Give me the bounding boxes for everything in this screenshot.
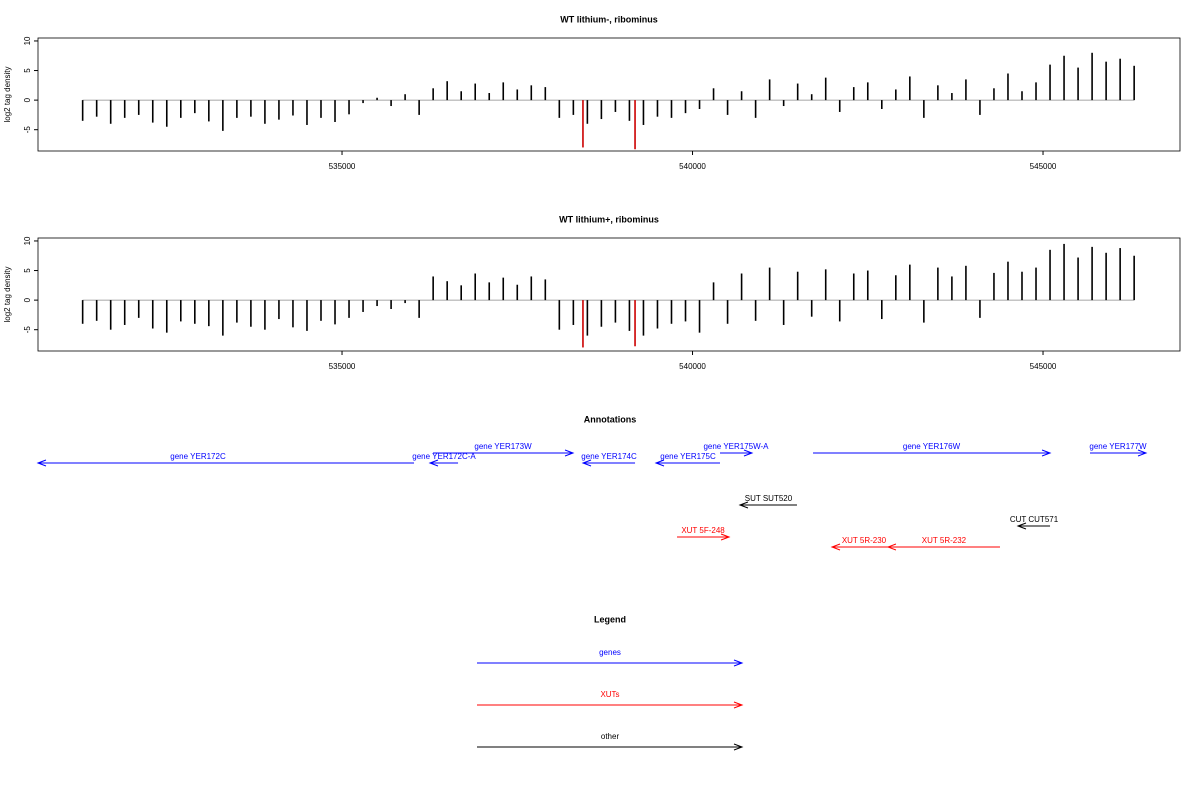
- annotation-arrow-head: [738, 501, 749, 509]
- legend-arrow-head: [733, 701, 744, 709]
- annotation-label: gene YER177W: [1089, 442, 1147, 451]
- annotation-label: XUT 5R-232: [922, 536, 967, 545]
- legend-arrow-head: [733, 659, 744, 667]
- annotation-label: gene YER175C: [660, 452, 716, 461]
- annotation-label: gene YER174C: [581, 452, 637, 461]
- annotation-label: XUT 5F-248: [681, 526, 725, 535]
- annotation-label: XUT 5R-230: [842, 536, 887, 545]
- annotation-arrow-head: [1016, 522, 1027, 530]
- annotation-arrow-head: [581, 459, 592, 467]
- annotation-arrow-head: [886, 543, 897, 551]
- annotation-arrow-head: [1137, 449, 1148, 457]
- legend-label: genes: [599, 648, 621, 657]
- x-tick-label: 535000: [329, 162, 356, 171]
- y-tick-label: 10: [23, 236, 32, 245]
- x-tick-label: 540000: [679, 362, 706, 371]
- y-tick-label: -5: [23, 326, 32, 334]
- y-tick-label: 5: [23, 268, 32, 273]
- annotations-title: Annotations: [584, 414, 637, 424]
- chart-title: WT lithium+, ribominus: [559, 214, 659, 224]
- legend-arrow-head: [733, 743, 744, 751]
- x-tick-label: 545000: [1030, 362, 1057, 371]
- legend-label: XUTs: [600, 690, 619, 699]
- annotation-arrow-head: [654, 459, 665, 467]
- annotation-label: gene YER172C: [170, 452, 226, 461]
- chart-title: WT lithium-, ribominus: [560, 14, 658, 24]
- annotation-label: gene YER175W-A: [703, 442, 769, 451]
- annotation-arrow-head: [830, 543, 841, 551]
- annotation-arrow-head: [564, 449, 575, 457]
- y-axis-label: log2 tag density: [3, 266, 12, 322]
- x-tick-label: 540000: [679, 162, 706, 171]
- x-tick-label: 545000: [1030, 162, 1057, 171]
- legend-label: other: [601, 732, 620, 741]
- y-tick-label: 10: [23, 36, 32, 45]
- plot-frame: [37, 237, 1181, 352]
- annotation-arrow-head: [428, 459, 439, 467]
- annotation-arrow-head: [1041, 449, 1052, 457]
- plot-frame: [37, 37, 1181, 152]
- y-axis-label: log2 tag density: [3, 66, 12, 122]
- annotation-label: gene YER176W: [903, 442, 961, 451]
- x-tick-label: 535000: [329, 362, 356, 371]
- y-tick-label: 0: [23, 297, 32, 302]
- annotation-arrow-head: [743, 449, 754, 457]
- annotation-label: gene YER172C-A: [412, 452, 476, 461]
- y-tick-label: 0: [23, 97, 32, 102]
- legend-title: Legend: [594, 614, 626, 624]
- annotation-arrow-head: [720, 533, 731, 541]
- annotation-label: gene YER173W: [474, 442, 532, 451]
- annotation-label: SUT SUT520: [745, 494, 793, 503]
- annotation-arrow-head: [36, 459, 47, 467]
- y-tick-label: 5: [23, 68, 32, 73]
- y-tick-label: -5: [23, 126, 32, 134]
- annotation-label: CUT CUT571: [1010, 515, 1059, 524]
